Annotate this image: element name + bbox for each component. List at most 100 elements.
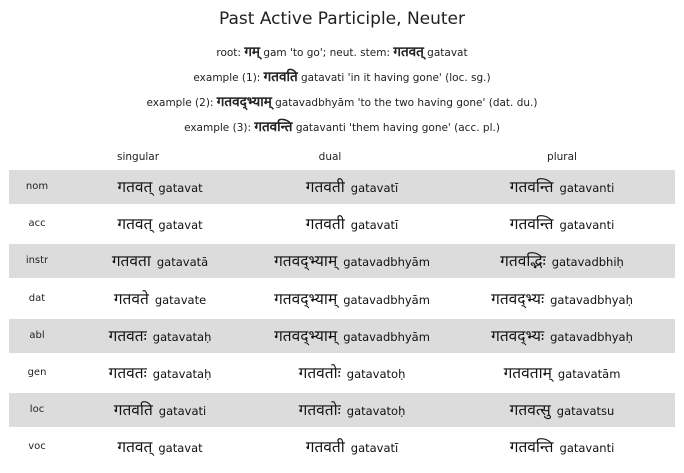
- romanized-form: gatavati: [158, 404, 207, 419]
- devanagari-form: गतवत्सु: [509, 401, 551, 420]
- cell-dual: गतवती gatavatī: [217, 430, 487, 464]
- note-text: gatavadbhyām 'to the two having gone' (d…: [271, 97, 538, 109]
- case-label: instr: [25, 255, 49, 267]
- note-text: gatavati 'in it having gone' (loc. sg.): [297, 72, 491, 84]
- cell-singular: गतवतः gatavataḥ: [65, 319, 255, 353]
- case-label: gen: [27, 367, 47, 378]
- table-row: abl गतवतः gatavataḥ गतवद्भ्याम् gatavadbhyām…: [9, 318, 675, 353]
- romanized-form: gatavatā: [156, 255, 209, 270]
- note-prefix: example (3):: [184, 122, 255, 134]
- devanagari-form: गतवतः: [108, 364, 147, 382]
- devanagari-form: गतवद्भ्यः: [491, 289, 545, 308]
- cell-plural: गतवद्भ्यः gatavadbhyaḥ: [449, 282, 675, 316]
- romanized-form: gatavanti: [559, 441, 615, 456]
- romanized-form: gatavatām: [557, 367, 621, 381]
- note-devanagari-2: गतवत्: [393, 44, 424, 60]
- cell-dual: गतवती gatavatī: [217, 207, 487, 241]
- devanagari-form: गतवद्भ्याम्: [274, 289, 338, 308]
- note-text: gatavanti 'them having gone' (acc. pl.): [292, 122, 500, 134]
- cell-singular: गतवता gatavatā: [65, 244, 255, 278]
- note-text-2: gatavat: [423, 47, 468, 59]
- column-header-dual: dual: [318, 151, 342, 163]
- table-row: dat गतवते gatavate गतवद्भ्याम् gatavadbhyām ग…: [9, 282, 675, 316]
- devanagari-form: गतवति: [113, 401, 153, 420]
- romanized-form: gatavate: [154, 292, 207, 307]
- table-row: loc गतवति gatavati गतवतोः gatavatoḥ गतवत्सु ga…: [9, 393, 675, 428]
- note-example-1: example (1): गतवति gatavati 'in it havin…: [0, 67, 684, 85]
- devanagari-form: गतवती: [305, 215, 345, 234]
- devanagari-form: गतवत्: [117, 215, 153, 234]
- romanized-form: gatavat: [158, 441, 203, 456]
- note-devanagari: गतवद्भ्याम्: [216, 94, 272, 110]
- note-devanagari: गतवन्ति: [254, 119, 293, 135]
- romanized-form: gatavanti: [559, 218, 615, 233]
- devanagari-form: गतवता: [111, 252, 151, 271]
- cell-singular: गतवति gatavati: [65, 393, 255, 427]
- table-row: nom गतवत् gatavat गतवती gatavatī गतवन्ति gatav…: [9, 170, 675, 204]
- case-label: acc: [28, 218, 46, 230]
- romanized-form: gatavataḥ: [152, 367, 212, 381]
- cell-dual: गतवद्भ्याम् gatavadbhyām: [217, 282, 487, 316]
- devanagari-form: गतवते: [113, 289, 149, 308]
- devanagari-form: गतवत्: [117, 438, 153, 457]
- devanagari-form: गतवद्भिः: [500, 252, 546, 271]
- case-label: voc: [28, 441, 46, 453]
- cell-dual: गतवती gatavatī: [217, 170, 487, 204]
- cell-plural: गतवद्भिः gatavadbhiḥ: [449, 244, 675, 278]
- cell-plural: गतवन्ति gatavanti: [449, 207, 675, 241]
- romanized-form: gatavatoḥ: [346, 367, 406, 381]
- column-header-singular: singular: [116, 151, 160, 163]
- romanized-form: gatavadbhyaḥ: [550, 292, 633, 307]
- devanagari-form: गतवतः: [108, 326, 147, 345]
- case-label: dat: [28, 292, 46, 304]
- table-row: voc गतवत् gatavat गतवती gatavatī गतवन्ति gatav…: [9, 430, 675, 464]
- devanagari-form: गतवद्भ्याम्: [274, 326, 338, 345]
- romanized-form: gatavatī: [350, 441, 399, 456]
- devanagari-form: गतवतोः: [298, 364, 341, 382]
- note-root: root: गम् gam 'to go'; neut. stem: गतवत्…: [0, 42, 684, 60]
- table-row: gen गतवतः gatavataḥ गतवतोः gatavatoḥ गतवताम् g…: [9, 356, 675, 390]
- devanagari-form: गतवती: [305, 178, 345, 196]
- cell-dual: गतवद्भ्याम् gatavadbhyām: [217, 319, 487, 353]
- romanized-form: gatavadbhyaḥ: [550, 329, 633, 344]
- devanagari-form: गतवद्भ्यः: [491, 326, 545, 345]
- romanized-form: gatavat: [158, 218, 203, 233]
- devanagari-form: गतवती: [305, 438, 345, 457]
- table-row: instr गतवता gatavatā गतवद्भ्याम् gatavadbhyā…: [9, 244, 675, 279]
- devanagari-form: गतवन्ति: [509, 215, 554, 234]
- table-row: acc गतवत् gatavat गतवती gatavatī गतवन्ति gatav…: [9, 207, 675, 241]
- romanized-form: gatavanti: [559, 181, 615, 195]
- devanagari-form: गतवद्भ्याम्: [274, 252, 338, 271]
- cell-singular: गतवत् gatavat: [65, 170, 255, 204]
- cell-singular: गतवत् gatavat: [65, 430, 255, 464]
- note-devanagari: गतवति: [263, 69, 298, 85]
- cell-plural: गतवताम् gatavatām: [449, 356, 675, 390]
- devanagari-form: गतवताम्: [503, 364, 552, 382]
- cell-dual: गतवतोः gatavatoḥ: [217, 393, 487, 427]
- cell-plural: गतवन्ति gatavanti: [449, 170, 675, 204]
- page-title: Past Active Participle, Neuter: [218, 9, 466, 29]
- romanized-form: gatavadbhyām: [343, 255, 430, 270]
- column-header-plural: plural: [547, 151, 577, 163]
- romanized-form: gatavadbhyām: [343, 292, 430, 307]
- cell-plural: गतवन्ति gatavanti: [449, 430, 675, 464]
- romanized-form: gatavatī: [350, 218, 399, 233]
- note-prefix: root:: [216, 47, 245, 59]
- romanized-form: gatavataḥ: [152, 329, 212, 344]
- case-label: nom: [25, 181, 49, 192]
- cell-singular: गतवतः gatavataḥ: [65, 356, 255, 390]
- cell-singular: गतवते gatavate: [65, 282, 255, 316]
- case-label: loc: [29, 404, 45, 416]
- romanized-form: gatavadbhiḥ: [551, 255, 624, 270]
- romanized-form: gatavat: [158, 181, 203, 195]
- cell-plural: गतवद्भ्यः gatavadbhyaḥ: [449, 319, 675, 353]
- devanagari-form: गतवतोः: [298, 401, 341, 420]
- romanized-form: gatavatoḥ: [346, 404, 406, 419]
- devanagari-form: गतवन्ति: [509, 178, 554, 196]
- note-prefix: example (2):: [146, 97, 217, 109]
- note-prefix: example (1):: [193, 72, 264, 84]
- note-devanagari: गम्: [244, 44, 260, 60]
- romanized-form: gatavadbhyām: [343, 329, 430, 344]
- devanagari-form: गतवत्: [117, 178, 153, 196]
